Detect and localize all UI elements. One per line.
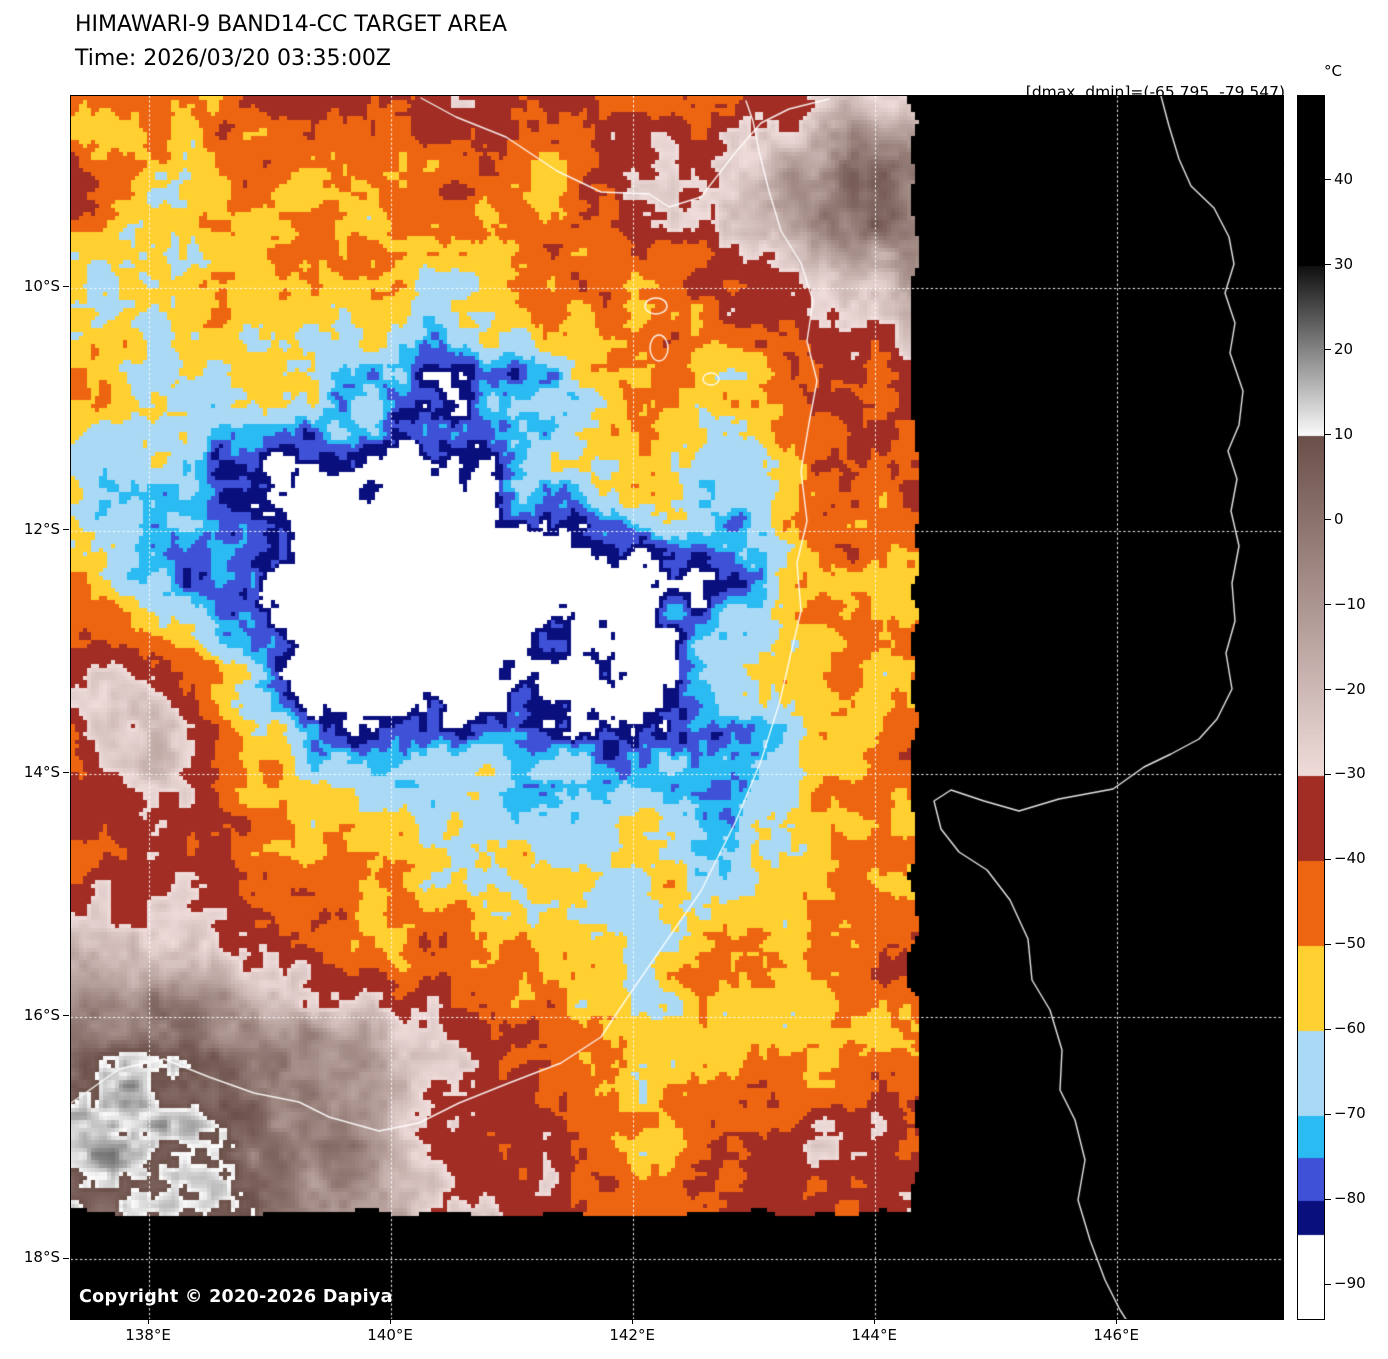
colorbar-tick-label: −30 <box>1334 764 1366 783</box>
figure-title: HIMAWARI-9 BAND14-CC TARGET AREA <box>75 12 508 37</box>
colorbar-tick-mark <box>1325 264 1331 266</box>
colorbar-tick-label: 0 <box>1334 509 1344 528</box>
colorbar-tick-mark <box>1325 943 1331 945</box>
lon-tick-label: 144°E <box>851 1326 897 1344</box>
lon-tick-mark <box>389 1318 391 1324</box>
lon-tick-mark <box>873 1318 875 1324</box>
colorbar-tick-mark <box>1325 1028 1331 1030</box>
colorbar-tick-label: 10 <box>1334 424 1354 443</box>
lat-tick-label: 10°S <box>23 276 60 295</box>
colorbar-tick-mark <box>1325 179 1331 181</box>
colorbar-canvas <box>1298 96 1324 1319</box>
colorbar-tick-label: −70 <box>1334 1104 1366 1123</box>
colorbar-tick-mark <box>1325 689 1331 690</box>
colorbar-tick-label: −80 <box>1334 1189 1366 1208</box>
lon-tick-label: 146°E <box>1093 1326 1139 1344</box>
colorbar-tick-mark <box>1325 434 1331 436</box>
lat-tick-label: 16°S <box>23 1005 60 1024</box>
colorbar-tick-mark <box>1325 858 1331 860</box>
colorbar-tick-label: 40 <box>1334 169 1354 188</box>
lat-tick-mark <box>63 1015 69 1017</box>
lat-tick-mark <box>63 772 69 774</box>
colorbar-tick-mark <box>1325 1283 1331 1285</box>
lat-tick-mark <box>63 1257 69 1259</box>
colorbar-tick-mark <box>1325 604 1331 606</box>
lon-tick-mark <box>1115 1318 1117 1324</box>
colorbar <box>1297 95 1325 1320</box>
colorbar-tick-label: −60 <box>1334 1019 1366 1038</box>
lat-tick-label: 18°S <box>23 1248 60 1267</box>
colorbar-tick-label: 20 <box>1334 339 1354 358</box>
colorbar-tick-label: −10 <box>1334 594 1366 613</box>
lon-tick-label: 142°E <box>609 1326 655 1344</box>
colorbar-tick-label: −90 <box>1334 1274 1366 1293</box>
colorbar-tick-label: −40 <box>1334 849 1366 868</box>
satellite-image-canvas <box>71 96 1283 1319</box>
lat-tick-mark <box>63 529 69 531</box>
lat-tick-label: 12°S <box>23 519 60 538</box>
copyright-label: Copyright © 2020-2026 Dapiya <box>79 1287 393 1307</box>
colorbar-tick-label: 30 <box>1334 254 1354 273</box>
colorbar-tick-mark <box>1325 1198 1331 1200</box>
lon-tick-label: 140°E <box>367 1326 413 1344</box>
colorbar-tick-label: −20 <box>1334 679 1366 698</box>
colorbar-tick-mark <box>1325 773 1331 775</box>
colorbar-tick-mark <box>1325 349 1331 351</box>
colorbar-tick-label: −50 <box>1334 934 1366 953</box>
lon-tick-mark <box>631 1318 633 1324</box>
lat-tick-label: 14°S <box>23 762 60 781</box>
lon-tick-label: 138°E <box>125 1326 171 1344</box>
colorbar-tick-mark <box>1325 1113 1331 1115</box>
lat-tick-mark <box>63 286 69 288</box>
lon-tick-mark <box>147 1318 149 1324</box>
colorbar-unit-label: °C <box>1324 62 1342 80</box>
colorbar-tick-mark <box>1325 519 1331 521</box>
figure-time-label: Time: 2026/03/20 03:35:00Z <box>75 46 391 71</box>
map-plot: Copyright © 2020-2026 Dapiya <box>70 95 1284 1320</box>
